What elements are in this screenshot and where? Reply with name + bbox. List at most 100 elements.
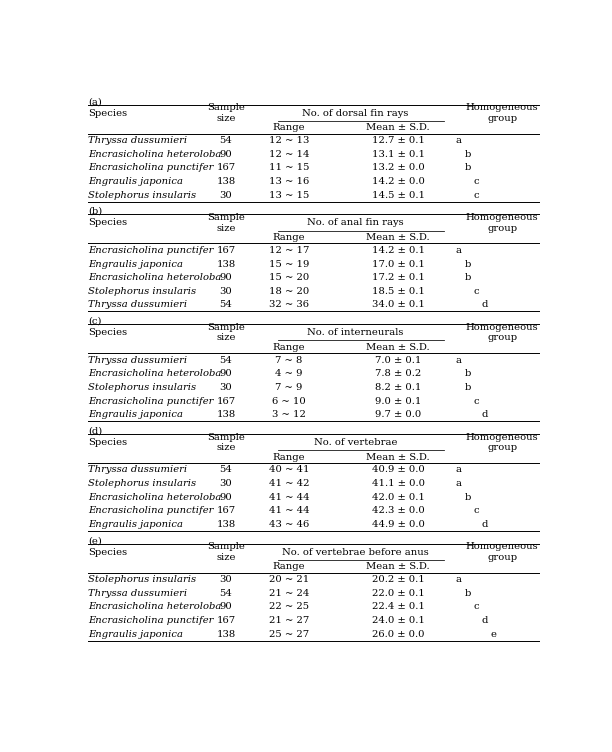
Text: a: a <box>456 465 462 475</box>
Text: 20.2 ± 0.1: 20.2 ± 0.1 <box>371 575 425 584</box>
Text: 7 ~ 9: 7 ~ 9 <box>275 383 303 392</box>
Text: 3 ~ 12: 3 ~ 12 <box>272 410 306 419</box>
Text: (d): (d) <box>88 426 103 435</box>
Text: 30: 30 <box>220 479 233 488</box>
Text: 138: 138 <box>216 259 236 268</box>
Text: 25 ~ 27: 25 ~ 27 <box>269 629 309 638</box>
Text: Homogeneous
group: Homogeneous group <box>466 213 539 232</box>
Text: 4 ~ 9: 4 ~ 9 <box>275 369 303 378</box>
Text: Thryssa dussumieri: Thryssa dussumieri <box>88 136 187 145</box>
Text: 8.2 ± 0.1: 8.2 ± 0.1 <box>375 383 421 392</box>
Text: Encrasicholina heteroloba: Encrasicholina heteroloba <box>88 273 222 282</box>
Text: 90: 90 <box>220 493 233 502</box>
Text: b: b <box>465 383 471 392</box>
Text: 13.2 ± 0.0: 13.2 ± 0.0 <box>371 163 425 172</box>
Text: 44.9 ± 0.0: 44.9 ± 0.0 <box>371 520 425 529</box>
Text: 21 ~ 27: 21 ~ 27 <box>269 616 309 625</box>
Text: Mean ± S.D.: Mean ± S.D. <box>366 123 430 132</box>
Text: 138: 138 <box>216 520 236 529</box>
Text: Engraulis japonica: Engraulis japonica <box>88 410 184 419</box>
Text: 20 ~ 21: 20 ~ 21 <box>269 575 309 584</box>
Text: Range: Range <box>273 453 305 462</box>
Text: b: b <box>465 589 471 598</box>
Text: 43 ~ 46: 43 ~ 46 <box>269 520 309 529</box>
Text: 9.7 ± 0.0: 9.7 ± 0.0 <box>375 410 421 419</box>
Text: 90: 90 <box>220 150 233 159</box>
Text: 11 ~ 15: 11 ~ 15 <box>269 163 309 172</box>
Text: Encrasicholina heteroloba: Encrasicholina heteroloba <box>88 150 222 159</box>
Text: Encrasicholina punctifer: Encrasicholina punctifer <box>88 616 214 625</box>
Text: Stolephorus insularis: Stolephorus insularis <box>88 191 196 200</box>
Text: Stolephorus insularis: Stolephorus insularis <box>88 479 196 488</box>
Text: c: c <box>473 191 479 200</box>
Text: 30: 30 <box>220 191 233 200</box>
Text: b: b <box>465 493 471 502</box>
Text: Range: Range <box>273 562 305 572</box>
Text: Mean ± S.D.: Mean ± S.D. <box>366 453 430 462</box>
Text: 22.4 ± 0.1: 22.4 ± 0.1 <box>371 602 425 611</box>
Text: b: b <box>465 273 471 282</box>
Text: a: a <box>456 136 462 145</box>
Text: 24.0 ± 0.1: 24.0 ± 0.1 <box>371 616 425 625</box>
Text: 41 ~ 42: 41 ~ 42 <box>269 479 309 488</box>
Text: 90: 90 <box>220 273 233 282</box>
Text: Homogeneous
group: Homogeneous group <box>466 542 539 562</box>
Text: Stolephorus insularis: Stolephorus insularis <box>88 287 196 296</box>
Text: c: c <box>473 396 479 405</box>
Text: 15 ~ 19: 15 ~ 19 <box>269 259 309 268</box>
Text: 26.0 ± 0.0: 26.0 ± 0.0 <box>372 629 424 638</box>
Text: 13 ~ 15: 13 ~ 15 <box>269 191 309 200</box>
Text: a: a <box>456 356 462 365</box>
Text: 54: 54 <box>220 300 233 309</box>
Text: 54: 54 <box>220 356 233 365</box>
Text: d: d <box>482 410 488 419</box>
Text: Range: Range <box>273 343 305 352</box>
Text: 7.0 ± 0.1: 7.0 ± 0.1 <box>375 356 421 365</box>
Text: Species: Species <box>88 218 127 227</box>
Text: Range: Range <box>273 233 305 242</box>
Text: 42.0 ± 0.1: 42.0 ± 0.1 <box>371 493 425 502</box>
Text: 90: 90 <box>220 369 233 378</box>
Text: 138: 138 <box>216 629 236 638</box>
Text: (b): (b) <box>88 207 103 216</box>
Text: Encrasicholina punctifer: Encrasicholina punctifer <box>88 506 214 515</box>
Text: 54: 54 <box>220 465 233 475</box>
Text: 7.8 ± 0.2: 7.8 ± 0.2 <box>375 369 421 378</box>
Text: Thryssa dussumieri: Thryssa dussumieri <box>88 589 187 598</box>
Text: c: c <box>473 602 479 611</box>
Text: No. of anal fin rays: No. of anal fin rays <box>307 218 404 227</box>
Text: Homogeneous
group: Homogeneous group <box>466 323 539 342</box>
Text: Sample
size: Sample size <box>207 323 245 342</box>
Text: 32 ~ 36: 32 ~ 36 <box>269 300 309 309</box>
Text: No. of vertebrae: No. of vertebrae <box>313 438 397 447</box>
Text: No. of vertebrae before anus: No. of vertebrae before anus <box>282 547 429 556</box>
Text: b: b <box>465 150 471 159</box>
Text: Thryssa dussumieri: Thryssa dussumieri <box>88 300 187 309</box>
Text: c: c <box>473 506 479 515</box>
Text: Engraulis japonica: Engraulis japonica <box>88 629 184 638</box>
Text: 12 ~ 13: 12 ~ 13 <box>269 136 309 145</box>
Text: Encrasicholina heteroloba: Encrasicholina heteroloba <box>88 369 222 378</box>
Text: b: b <box>465 369 471 378</box>
Text: Homogeneous
group: Homogeneous group <box>466 104 539 123</box>
Text: 138: 138 <box>216 177 236 186</box>
Text: Sample
size: Sample size <box>207 542 245 562</box>
Text: d: d <box>482 520 488 529</box>
Text: 22.0 ± 0.1: 22.0 ± 0.1 <box>371 589 425 598</box>
Text: c: c <box>473 177 479 186</box>
Text: Sample
size: Sample size <box>207 213 245 232</box>
Text: 42.3 ± 0.0: 42.3 ± 0.0 <box>371 506 425 515</box>
Text: d: d <box>482 300 488 309</box>
Text: Species: Species <box>88 438 127 447</box>
Text: d: d <box>482 616 488 625</box>
Text: Mean ± S.D.: Mean ± S.D. <box>366 562 430 572</box>
Text: (e): (e) <box>88 536 102 545</box>
Text: 18.5 ± 0.1: 18.5 ± 0.1 <box>371 287 425 296</box>
Text: 41.1 ± 0.0: 41.1 ± 0.0 <box>371 479 425 488</box>
Text: 13.1 ± 0.1: 13.1 ± 0.1 <box>371 150 425 159</box>
Text: Sample
size: Sample size <box>207 104 245 123</box>
Text: a: a <box>456 479 462 488</box>
Text: b: b <box>465 163 471 172</box>
Text: c: c <box>473 287 479 296</box>
Text: Encrasicholina heteroloba: Encrasicholina heteroloba <box>88 602 222 611</box>
